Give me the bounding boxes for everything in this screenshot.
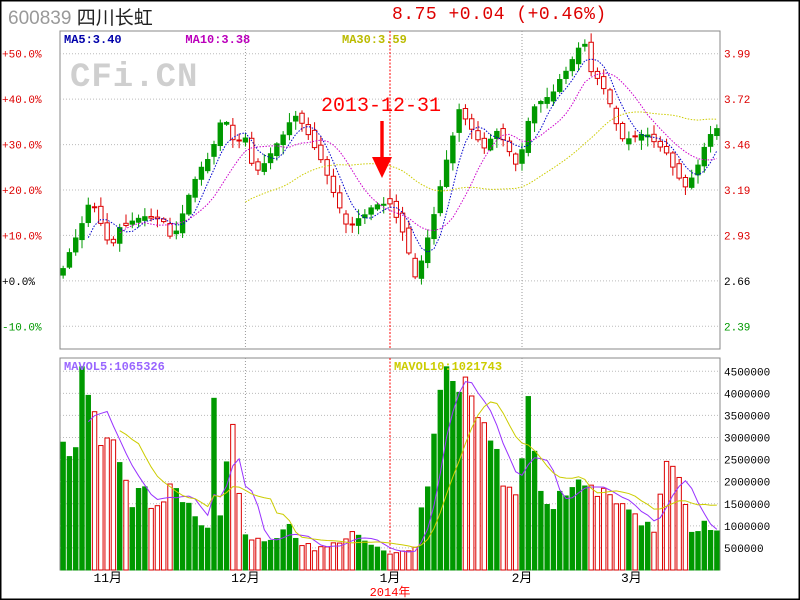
svg-text:3000000: 3000000 xyxy=(724,434,770,446)
svg-text:+10.0%: +10.0% xyxy=(2,231,42,243)
svg-text:+0.0%: +0.0% xyxy=(2,277,35,289)
svg-text:-10.0%: -10.0% xyxy=(2,322,42,334)
svg-text:CFi.CN: CFi.CN xyxy=(70,59,198,97)
svg-text:+30.0%: +30.0% xyxy=(2,141,42,153)
svg-text:3.19: 3.19 xyxy=(724,186,750,198)
svg-text:2.66: 2.66 xyxy=(724,277,750,289)
svg-text:2.93: 2.93 xyxy=(724,231,750,243)
svg-text:2.39: 2.39 xyxy=(724,322,750,334)
svg-text:2014年: 2014年 xyxy=(370,585,411,600)
svg-text:+50.0%: +50.0% xyxy=(2,50,42,62)
svg-text:3500000: 3500000 xyxy=(724,411,770,423)
svg-text:2500000: 2500000 xyxy=(724,456,770,468)
svg-text:3.72: 3.72 xyxy=(724,95,750,107)
svg-text:3.99: 3.99 xyxy=(724,50,750,62)
svg-text:3.46: 3.46 xyxy=(724,141,750,153)
svg-text:3月: 3月 xyxy=(621,571,642,586)
svg-text:2013-12-31: 2013-12-31 xyxy=(321,95,441,118)
svg-text:+40.0%: +40.0% xyxy=(2,95,42,107)
svg-text:MA10:3.38: MA10:3.38 xyxy=(185,33,250,47)
svg-text:1000000: 1000000 xyxy=(724,522,770,534)
svg-text:MA30:3.59: MA30:3.59 xyxy=(342,33,407,47)
svg-text:MAVOL5:1065326: MAVOL5:1065326 xyxy=(64,360,165,374)
svg-text:2000000: 2000000 xyxy=(724,478,770,490)
svg-text:11月: 11月 xyxy=(93,571,122,586)
svg-text:500000: 500000 xyxy=(724,544,764,556)
svg-text:MA5:3.40: MA5:3.40 xyxy=(64,33,122,47)
svg-text:+20.0%: +20.0% xyxy=(2,186,42,198)
svg-text:4000000: 4000000 xyxy=(724,389,770,401)
svg-text:MAVOL10:1021743: MAVOL10:1021743 xyxy=(394,360,502,374)
svg-text:2月: 2月 xyxy=(512,571,533,586)
svg-text:1500000: 1500000 xyxy=(724,500,770,512)
svg-text:4500000: 4500000 xyxy=(724,367,770,379)
svg-text:1月: 1月 xyxy=(380,571,401,586)
svg-text:12月: 12月 xyxy=(231,571,260,586)
